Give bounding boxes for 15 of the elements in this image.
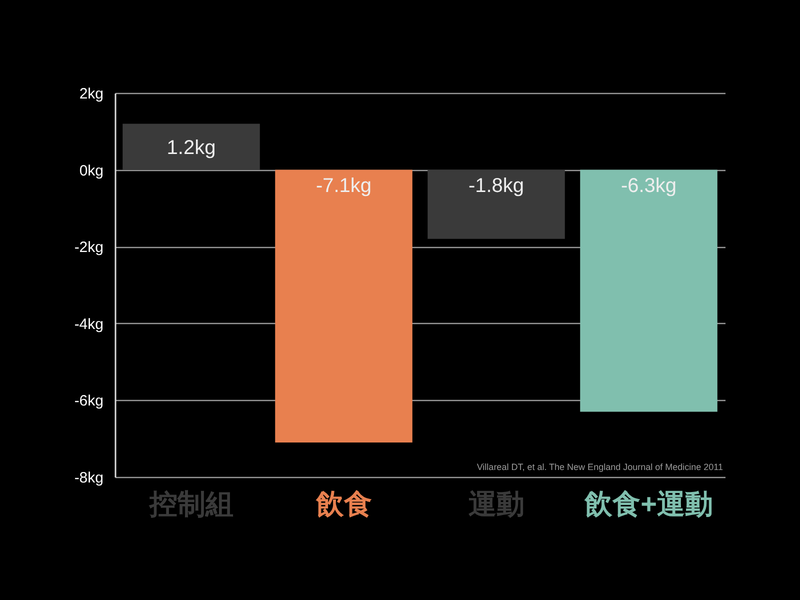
data-label: 1.2kg: [166, 136, 216, 159]
x-tick-label: 飲食+運動: [584, 488, 713, 520]
x-tick-label: 飲食: [314, 488, 372, 520]
y-tick-label: -8kg: [74, 470, 104, 486]
annotation: Villareal DT, et al. The New England Journal of Medicine 2011: [476, 462, 723, 472]
data-label: -6.3kg: [620, 174, 677, 197]
y-tick-label: 0kg: [79, 162, 104, 180]
data-label: -1.8kg: [468, 174, 524, 197]
y-tick-label: -4kg: [74, 316, 104, 333]
y-tick-label: 2kg: [79, 86, 104, 102]
y-tick-label: -6kg: [74, 392, 104, 410]
x-tick-label: 運動: [468, 488, 524, 520]
y-tick-label: -2kg: [74, 239, 104, 256]
x-tick-label: 控制組: [148, 488, 234, 520]
data-label: -7.1kg: [316, 174, 372, 197]
